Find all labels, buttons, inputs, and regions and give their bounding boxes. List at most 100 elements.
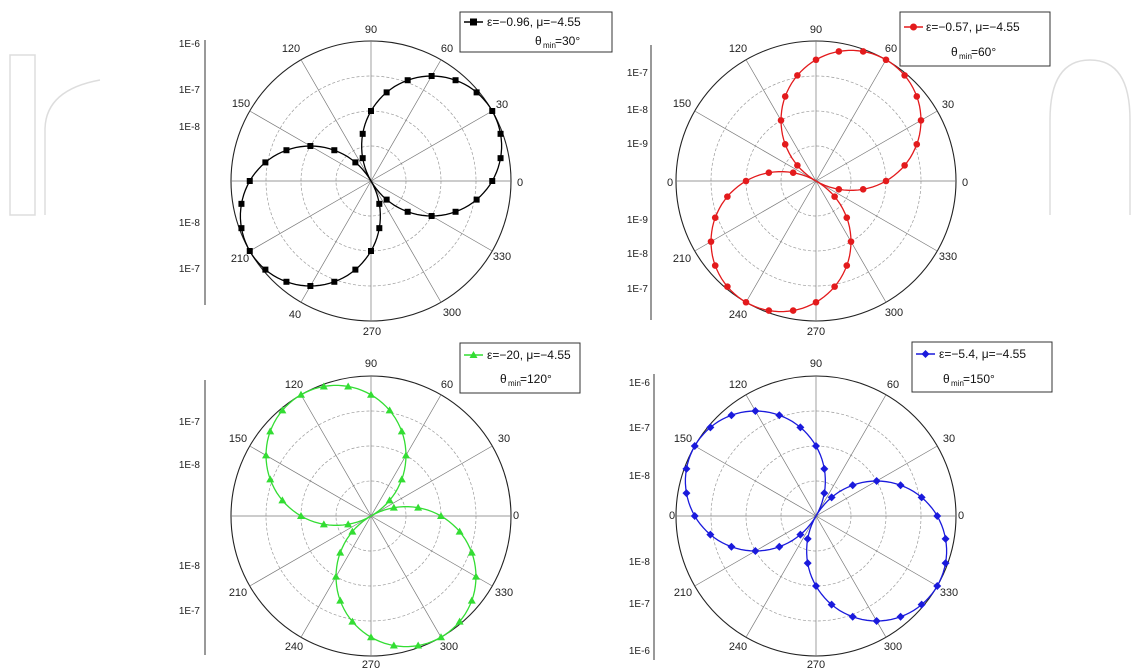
data-point [727, 542, 736, 551]
theta-label-210: 210 [673, 253, 691, 265]
data-point [352, 266, 359, 273]
data-point [682, 489, 691, 498]
data-point [820, 464, 829, 473]
data-point [376, 200, 383, 207]
data-point [781, 93, 789, 100]
legend-series-name-2: ε=−0.57, μ=−4.55 [926, 20, 1020, 34]
data-point [404, 77, 411, 84]
theta-label-330: 330 [493, 251, 511, 263]
data-point [848, 612, 857, 621]
data-point [706, 423, 715, 432]
data-point [803, 559, 812, 568]
theta-label-210: 210 [231, 253, 249, 265]
data-point [385, 406, 394, 414]
grid-spoke [249, 180, 372, 252]
data-point [835, 186, 843, 193]
data-point [437, 633, 445, 641]
data-point [827, 493, 836, 502]
data-point [473, 196, 480, 203]
grid-spoke [370, 515, 442, 638]
data-point [359, 130, 366, 137]
theta-label-0: 0 [958, 510, 964, 522]
data-point [467, 596, 476, 604]
theta-label-60: 60 [441, 43, 453, 55]
data-point [812, 298, 820, 306]
radial-tick-label-upper-3: 1E-9 [627, 139, 649, 150]
data-point [872, 477, 881, 485]
grid-spoke [694, 445, 817, 517]
data-point [455, 617, 464, 625]
data-point [913, 93, 921, 100]
polar-chart-2: 90 120 150 0 210 240 270 300 330 30 60 1… [627, 11, 1051, 338]
legend-theta-value-4: =150° [963, 372, 995, 386]
data-point [297, 512, 305, 519]
legend-swatch-marker-1 [470, 18, 477, 26]
data-point [266, 475, 275, 483]
data-point [820, 489, 829, 498]
theta-label-270: 270 [363, 326, 381, 338]
theta-label-120: 120 [729, 43, 747, 55]
data-point [917, 600, 926, 609]
data-point [262, 451, 270, 459]
grid-spoke [815, 515, 938, 587]
data-point [847, 238, 855, 245]
legend-box-3 [459, 342, 581, 394]
data-point [336, 596, 345, 604]
theta-label-330: 330 [495, 587, 513, 599]
data-point [843, 214, 851, 221]
data-point [348, 527, 357, 535]
data-point [872, 617, 881, 625]
radial-tick-label-lower-1: 1E-8 [629, 557, 651, 568]
theta-label-210: 210 [229, 587, 247, 599]
data-point [941, 559, 950, 568]
grid-spoke [370, 180, 442, 303]
data-point [917, 117, 925, 124]
theta-label-240: 240 [285, 641, 303, 653]
data-point [307, 283, 314, 289]
theta-label-120: 120 [285, 379, 303, 391]
legend-series-name-1: ε=−0.96, μ=−4.55 [487, 15, 581, 29]
grid-spoke [815, 515, 887, 638]
theta-label-210: 210 [674, 587, 692, 599]
grid-spoke [815, 394, 887, 517]
radial-tick-label-upper-2: 1E-8 [627, 105, 649, 116]
data-point [781, 141, 789, 148]
legend-box-4 [911, 341, 1053, 393]
grid-spoke [370, 59, 442, 182]
grid-spoke [249, 515, 372, 587]
radial-tick-label-lower-1: 1E-8 [179, 218, 201, 229]
data-point [283, 147, 290, 154]
data-point [359, 155, 366, 162]
data-point [751, 407, 760, 415]
data-point [437, 512, 445, 519]
data-point [775, 542, 784, 551]
theta-label-300: 300 [885, 307, 903, 319]
data-point [344, 382, 353, 390]
data-point [765, 307, 773, 314]
radial-tick-label-lower-3: 1E-6 [629, 646, 651, 657]
theta-label-330: 330 [939, 251, 957, 263]
theta-label-270: 270 [362, 659, 380, 671]
theta-label-150: 150 [232, 98, 250, 110]
data-point [489, 178, 496, 184]
data-point [414, 503, 423, 511]
data-point [383, 89, 390, 96]
legend-swatch-marker-4 [921, 350, 930, 358]
left-partial-label-2: 0 [667, 177, 673, 189]
legend-box-1 [459, 11, 613, 53]
data-point [452, 208, 459, 215]
radial-tick-label-upper-1: 1E-7 [179, 417, 201, 428]
data-point [727, 411, 736, 420]
data-point [901, 162, 908, 169]
watermark-curve-right [1049, 59, 1131, 215]
grid-spoke [745, 515, 817, 638]
data-point [765, 169, 773, 176]
data-point [246, 178, 253, 184]
theta-label-300: 300 [440, 641, 458, 653]
theta-label-270: 270 [807, 659, 825, 671]
radial-tick-label-lower-2: 1E-8 [627, 249, 649, 260]
radial-tick-label-lower-3: 1E-7 [627, 284, 649, 295]
data-point [472, 572, 480, 580]
data-point [352, 159, 359, 166]
